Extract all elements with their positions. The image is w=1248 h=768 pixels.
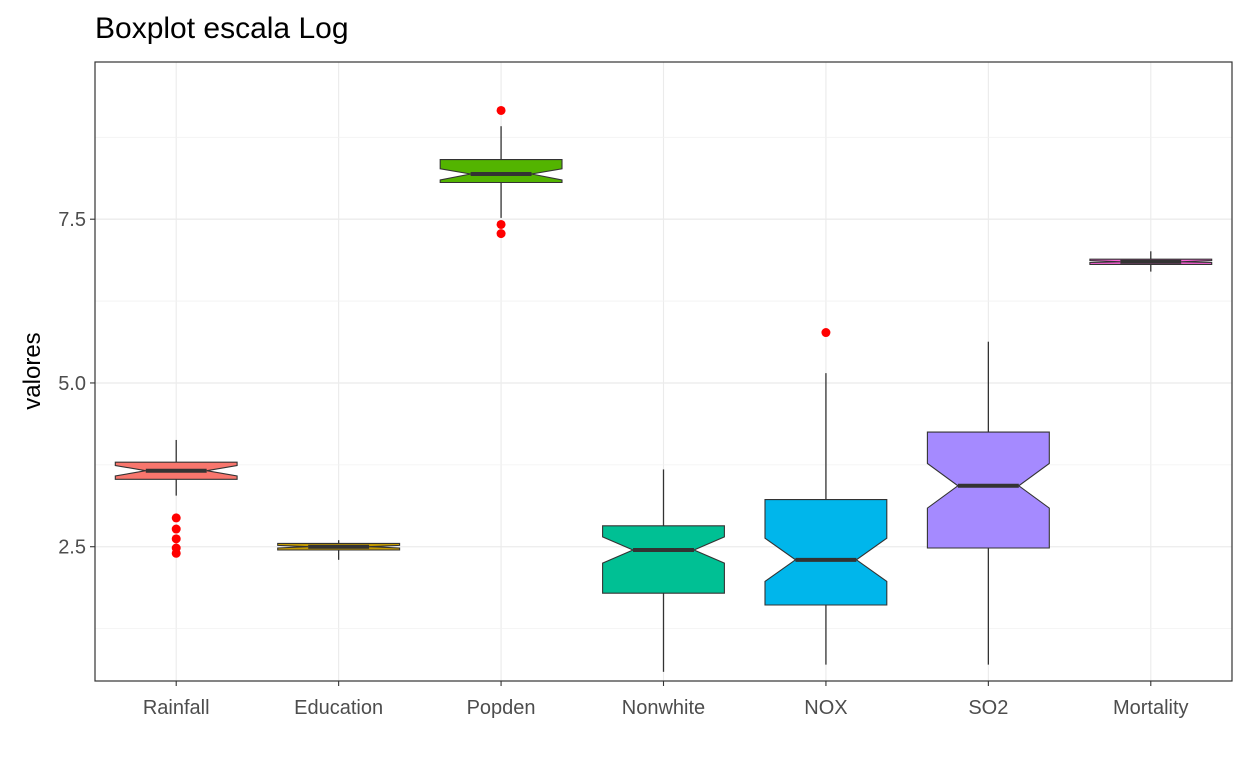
outlier-point [821,328,831,338]
x-tick-label: Popden [467,697,536,719]
box-popden [439,105,563,239]
box-body [602,525,725,594]
x-tick-label: Nonwhite [622,697,705,719]
y-tick-label: 5.0 [58,373,86,395]
x-tick-label: Rainfall [143,697,210,719]
outlier-point [496,105,506,115]
y-tick-label: 7.5 [58,209,86,231]
x-tick-label: Mortality [1113,697,1189,719]
outlier-point [496,219,506,229]
x-tick-label: NOX [804,697,847,719]
boxplot-series [114,105,1213,672]
outlier-point [171,524,181,534]
outlier-point [171,548,181,558]
box-nonwhite [602,469,725,672]
y-axis-title: valores [19,332,46,409]
x-tick-label: SO2 [968,697,1008,719]
box-body [926,431,1050,549]
outlier-point [496,229,506,239]
box-so2 [926,341,1050,665]
box-body [764,499,888,606]
x-tick-label: Education [294,697,383,719]
box-nox [764,328,888,665]
box-mortality [1089,251,1213,272]
outlier-point [171,513,181,523]
outlier-point [171,534,181,544]
chart-title: Boxplot escala Log [95,12,349,45]
box-rainfall [114,439,238,558]
y-tick-label: 2.5 [58,537,86,559]
box-education [277,540,401,560]
axes: 2.5 5.0 7.5 Rainfall Education Popden Nonwhite… [58,209,1188,719]
box-body [439,159,563,184]
